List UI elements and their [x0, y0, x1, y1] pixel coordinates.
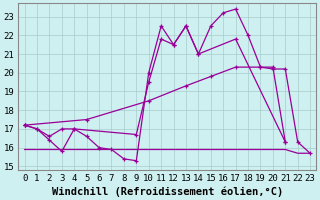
X-axis label: Windchill (Refroidissement éolien,°C): Windchill (Refroidissement éolien,°C) [52, 186, 283, 197]
